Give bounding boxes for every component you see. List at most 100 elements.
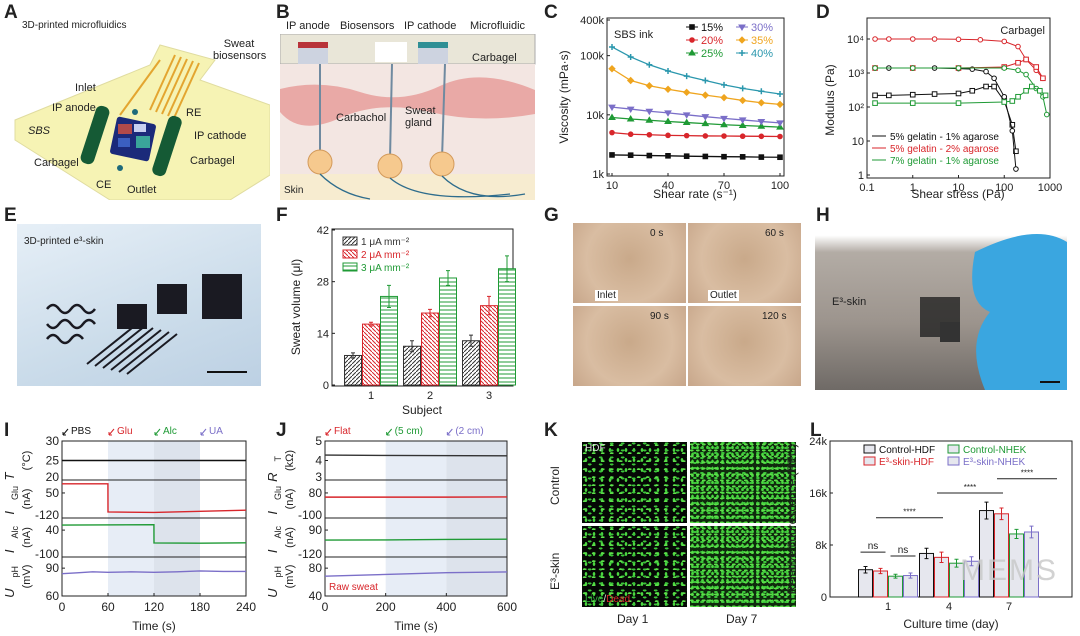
data-point xyxy=(777,154,783,161)
panel-letter-f: F xyxy=(276,205,288,226)
legend-marker xyxy=(688,49,696,56)
label-inlet: Inlet xyxy=(75,82,96,94)
label-ce: CE xyxy=(96,179,112,191)
data-point xyxy=(1043,111,1050,118)
bar-Control-NHEK-1 xyxy=(888,575,903,598)
x-tick-label: 0.1 xyxy=(859,182,874,194)
legend-label: E³-skin-NHEK xyxy=(963,457,1026,468)
data-point xyxy=(757,119,766,126)
label-outlet: Outlet xyxy=(127,184,157,196)
data-point xyxy=(1042,92,1049,99)
data-point xyxy=(701,119,710,127)
data-point xyxy=(1015,67,1021,74)
bar-E³-skin-NHEK-1 xyxy=(903,575,918,598)
data-point xyxy=(645,108,654,116)
bar-Control-HDF-4 xyxy=(919,552,934,598)
y-tick-label: 1 xyxy=(858,170,864,182)
data-point xyxy=(739,133,746,140)
chart-title: Carbagel xyxy=(1000,25,1045,37)
legend-label: 40% xyxy=(751,48,773,60)
data-point xyxy=(682,88,691,97)
error-bar xyxy=(369,321,373,327)
data-point xyxy=(969,87,976,94)
x-tick-label: 4 xyxy=(946,601,952,613)
legend-marker xyxy=(738,36,746,44)
label-ip-cathode: IP cathode xyxy=(194,130,247,142)
x-tick-label: 120 xyxy=(144,600,164,614)
legend-label: 7% gelatin - 1% agarose xyxy=(890,156,999,167)
legend-live-dead: Live/Dead xyxy=(585,594,630,605)
significance-label: ns xyxy=(868,541,879,552)
data-point xyxy=(665,132,671,139)
y-tick-label: -120 xyxy=(35,508,59,522)
label-sbs: SBS xyxy=(28,125,51,137)
data-point xyxy=(777,133,783,140)
y-tick-label: 25 xyxy=(46,454,60,468)
x-tick-label: 10 xyxy=(606,180,618,192)
panel-letter-e: E xyxy=(4,205,17,226)
label-re: RE xyxy=(186,107,202,119)
data-point xyxy=(627,131,634,138)
panel-letter-i: I xyxy=(4,420,10,441)
y-axis-label: Modulus (Pa) xyxy=(823,64,837,135)
e3-skin-pattern xyxy=(46,274,247,375)
y-tick-label: 1k xyxy=(592,169,604,181)
data-point xyxy=(702,133,709,139)
annotation-arrow-icon xyxy=(386,428,393,436)
y-tick-label: 20 xyxy=(46,470,60,484)
data-point xyxy=(1015,59,1021,66)
y-tick-label: 80 xyxy=(309,486,323,500)
y-axis-label: Relative fluorescence (RFU) xyxy=(785,444,799,595)
data-point xyxy=(1001,99,1008,105)
annotation-arrow-icon xyxy=(62,428,69,436)
photo-60s xyxy=(687,222,802,304)
panel-letter-g: G xyxy=(544,205,559,226)
subplot-subscript: pH xyxy=(10,566,20,578)
y-tick-label: 5 xyxy=(315,434,322,448)
label-skin: Skin xyxy=(284,185,304,196)
subplot-symbol: I xyxy=(265,511,280,515)
error-bar xyxy=(939,551,944,564)
y-tick-label: 40 xyxy=(309,589,323,603)
note-label: Raw sweat xyxy=(329,582,378,593)
data-point xyxy=(702,77,709,84)
subplot-symbol: I xyxy=(2,511,17,515)
data-point xyxy=(645,82,654,90)
x-tick-label: 3 xyxy=(486,390,492,402)
label-ip-cathode-b: IP cathode xyxy=(404,20,457,32)
data-point xyxy=(720,120,728,128)
legend-marker xyxy=(689,24,695,30)
trace-line xyxy=(324,571,508,577)
data-point xyxy=(721,133,727,139)
data-point xyxy=(872,92,878,99)
error-bar xyxy=(1014,528,1019,539)
bar-3 μA mm⁻²-2 xyxy=(439,277,457,386)
e3-skin-on-arm-photo xyxy=(815,222,1067,390)
y-tick-label: 3 xyxy=(315,470,322,484)
panel-letter-j: J xyxy=(276,420,287,441)
error-bar xyxy=(908,572,913,579)
y-tick-label: 0 xyxy=(323,380,329,392)
e3-skin-photo xyxy=(17,224,261,386)
label-ip-anode-b: IP anode xyxy=(286,20,330,32)
annotation-label: PBS xyxy=(71,426,91,437)
label-sweat-gland: Sweat gland xyxy=(405,105,436,129)
y-tick-label: 80 xyxy=(309,561,323,575)
data-point xyxy=(1009,98,1016,104)
bar-3 μA mm⁻²-3 xyxy=(498,268,516,386)
error-bar xyxy=(863,565,868,574)
y-tick-label: 30 xyxy=(46,434,60,448)
x-tick-label: 100 xyxy=(771,180,789,192)
series-line-30% xyxy=(611,106,781,124)
trace-line xyxy=(61,570,246,575)
data-point xyxy=(683,153,690,159)
panel-letter-a: A xyxy=(4,2,18,23)
data-point xyxy=(1001,38,1008,45)
y-tick-label: 90 xyxy=(46,561,60,575)
data-point xyxy=(977,36,984,43)
annotation-arrow-icon xyxy=(200,428,207,436)
y-tick-label: 24k xyxy=(809,436,827,448)
data-point xyxy=(683,73,690,80)
label-ip-anode: IP anode xyxy=(52,102,96,114)
